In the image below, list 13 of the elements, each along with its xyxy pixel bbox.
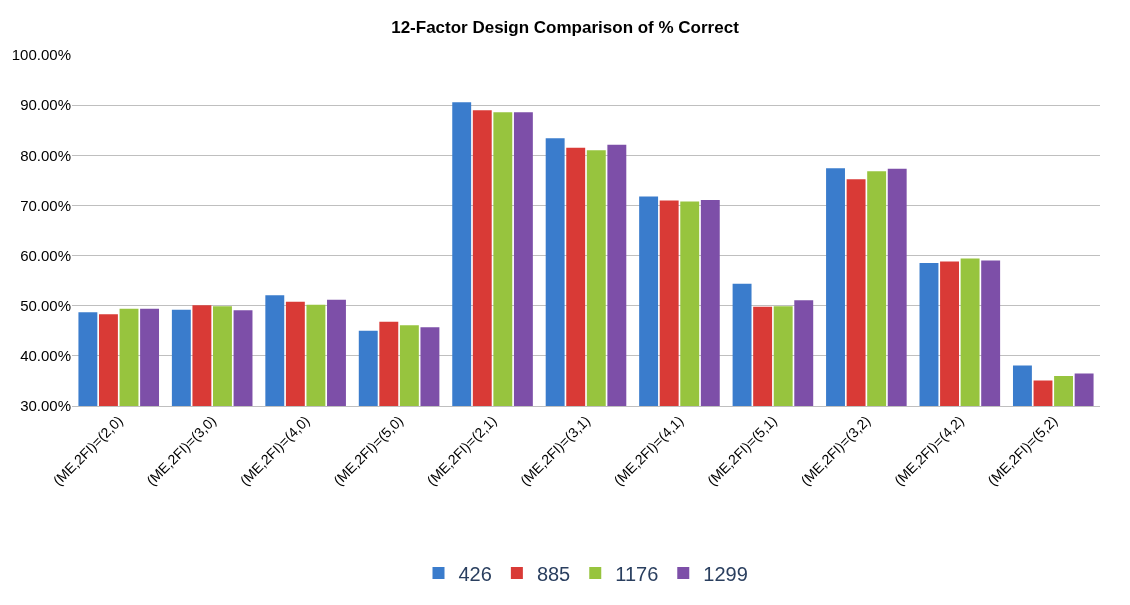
- y-tick-label: 70.00%: [20, 196, 71, 214]
- legend-label: 1176: [615, 562, 659, 585]
- legend-label: 885: [536, 562, 571, 585]
- legend-label: 426: [458, 562, 492, 585]
- legend-label: 1299: [703, 562, 748, 585]
- y-tick-label: 90.00%: [20, 96, 71, 114]
- chart-title: 12-Factor Design Comparison of % Correct: [391, 18, 740, 38]
- y-tick-label: 100.00%: [11, 46, 71, 64]
- y-tick-label: 40.00%: [20, 347, 71, 365]
- y-tick-label: 80.00%: [20, 146, 71, 164]
- y-tick-label: 60.00%: [20, 246, 71, 264]
- y-tick-label: 50.00%: [20, 296, 71, 314]
- y-tick-label: 30.00%: [20, 397, 71, 415]
